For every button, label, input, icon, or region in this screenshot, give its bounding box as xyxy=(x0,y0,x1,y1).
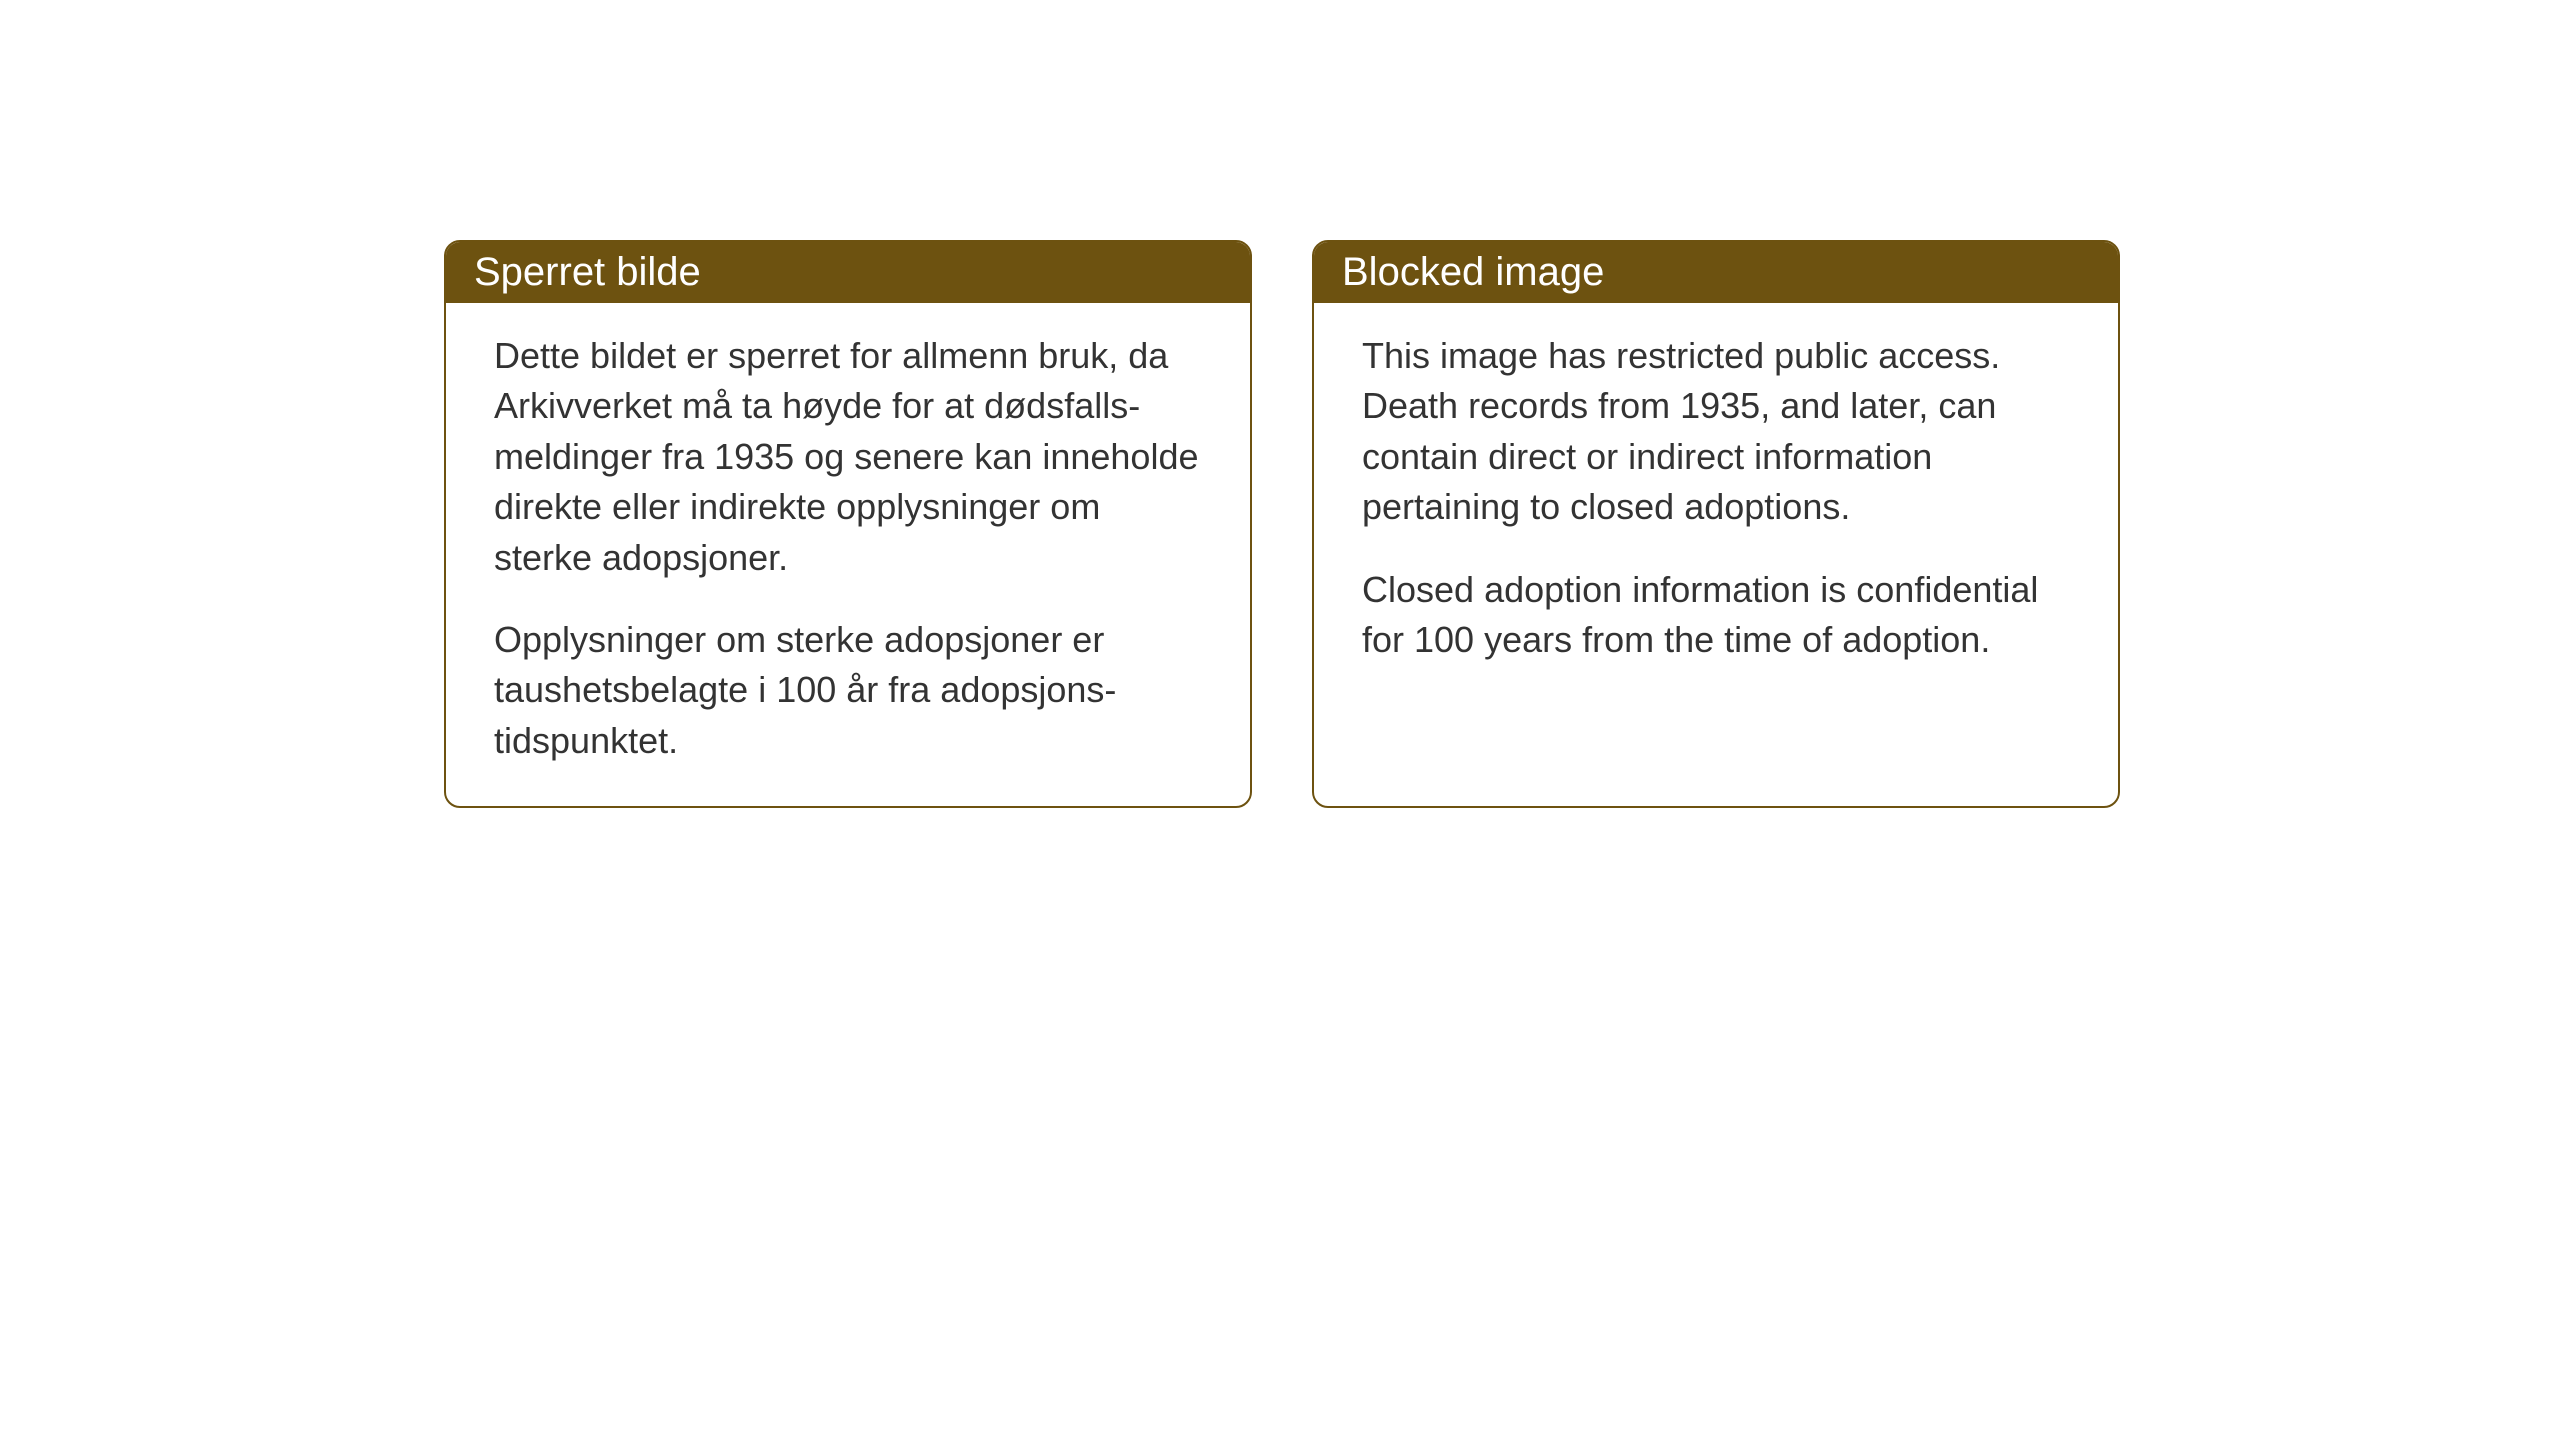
norwegian-card-body: Dette bildet er sperret for allmenn bruk… xyxy=(446,303,1250,806)
english-card-title: Blocked image xyxy=(1342,250,1604,294)
english-card-body: This image has restricted public access.… xyxy=(1314,303,2118,705)
cards-container: Sperret bilde Dette bildet er sperret fo… xyxy=(444,240,2120,808)
norwegian-card-header: Sperret bilde xyxy=(446,242,1250,303)
norwegian-paragraph-1: Dette bildet er sperret for allmenn bruk… xyxy=(494,331,1202,583)
english-paragraph-2: Closed adoption information is confident… xyxy=(1362,565,2070,666)
norwegian-card-title: Sperret bilde xyxy=(474,250,701,294)
english-card: Blocked image This image has restricted … xyxy=(1312,240,2120,808)
english-paragraph-1: This image has restricted public access.… xyxy=(1362,331,2070,533)
norwegian-paragraph-2: Opplysninger om sterke adopsjoner er tau… xyxy=(494,615,1202,766)
english-card-header: Blocked image xyxy=(1314,242,2118,303)
norwegian-card: Sperret bilde Dette bildet er sperret fo… xyxy=(444,240,1252,808)
